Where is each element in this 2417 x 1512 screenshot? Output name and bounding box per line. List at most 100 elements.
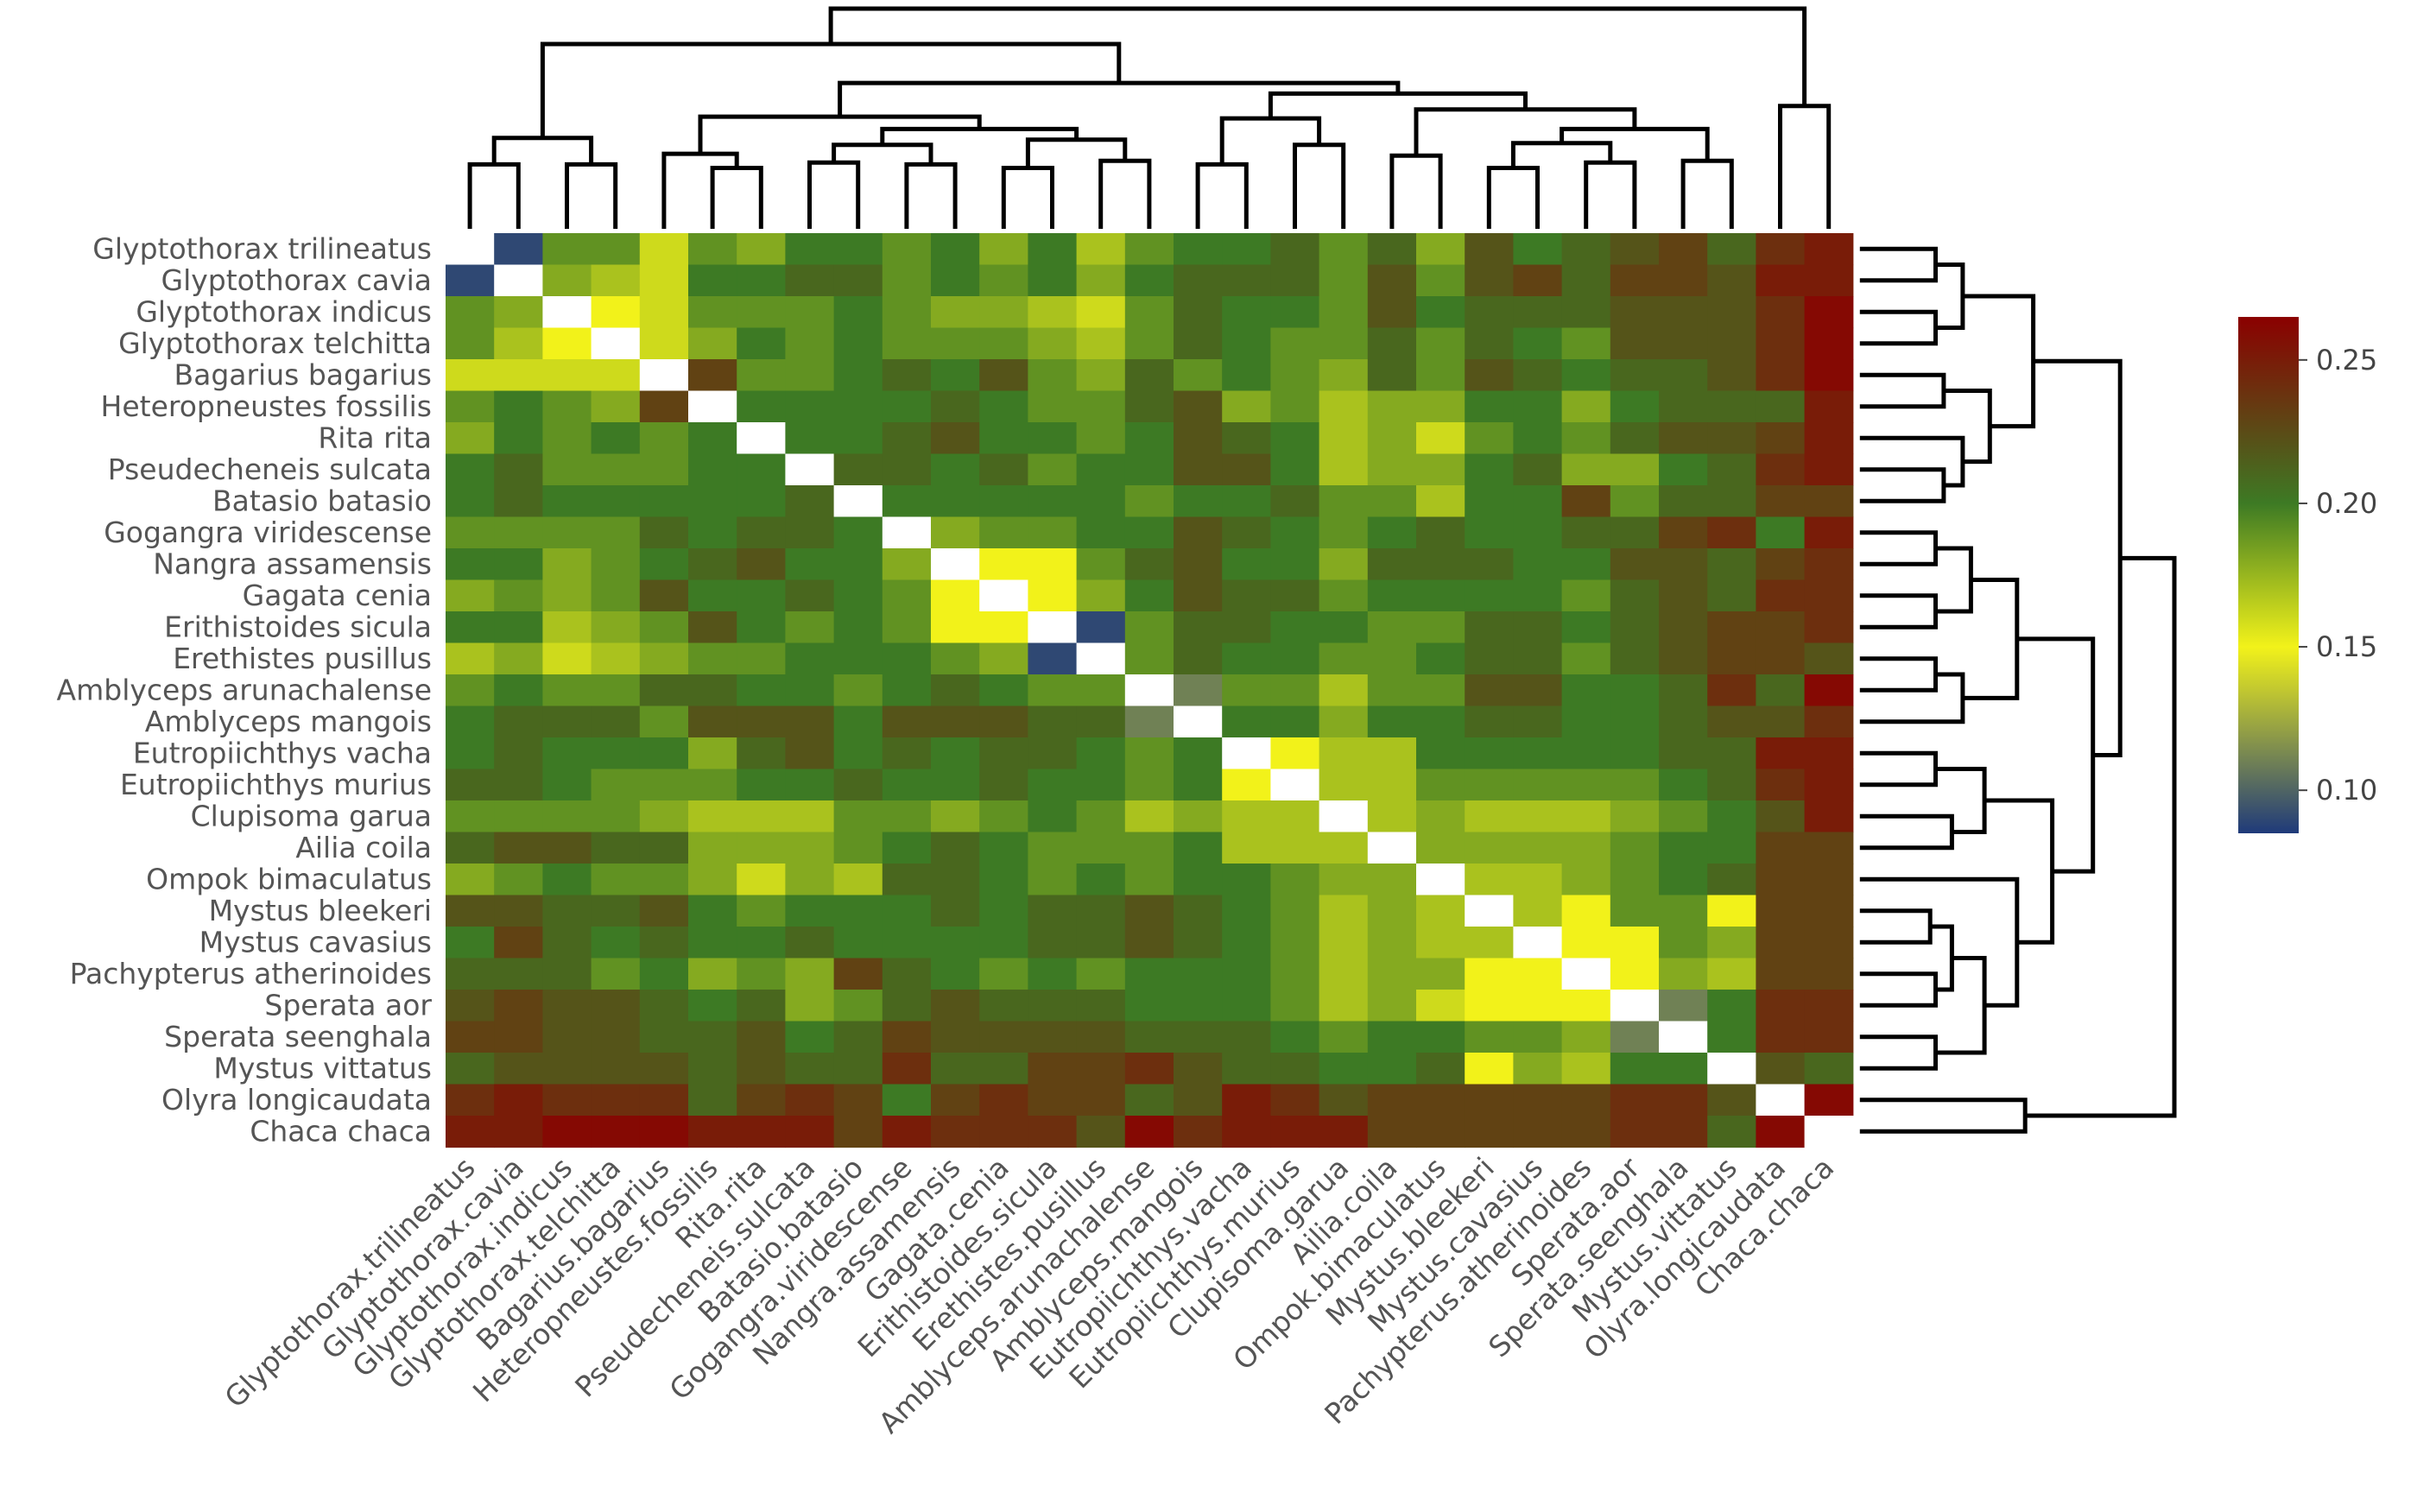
heatmap-cell [833,390,883,423]
heatmap-cell [1124,1021,1174,1053]
heatmap-cell [688,1084,737,1117]
heatmap-cell [639,390,689,423]
heatmap-cell [639,548,689,581]
heatmap-cell [1270,737,1320,770]
heatmap-cell [1659,1084,1708,1117]
heatmap-cell [591,737,641,770]
heatmap-cell [1174,832,1223,864]
heatmap-cell [1465,327,1514,360]
heatmap-cell [1707,516,1756,549]
heatmap-cell [882,642,932,675]
heatmap-cell [979,296,1028,329]
heatmap-cell [591,990,641,1022]
heatmap-cell [1319,1116,1369,1148]
dendrogram-link [1962,294,2036,429]
heatmap-cell [446,359,495,392]
heatmap-cell [882,359,932,392]
heatmap-cell [1124,579,1174,612]
heatmap-cell [639,927,689,959]
dendrogram-link [1859,246,1938,283]
heatmap-cell [1804,705,1854,738]
row-label: Glyptothorax indicus [136,294,432,328]
heatmap-cell [1222,516,1271,549]
heatmap-cell [1707,642,1756,675]
heatmap-cell [591,1021,641,1053]
heatmap-cell [494,548,543,581]
heatmap-cell [494,737,543,770]
dendrogram-link [1859,813,1954,851]
heatmap-cell [1804,327,1854,360]
heatmap-cell [1561,737,1611,770]
heatmap-cell [494,800,543,833]
heatmap-cell [1707,705,1756,738]
heatmap-cell [1610,927,1660,959]
heatmap-cell [1124,864,1174,896]
heatmap-cell [1319,485,1369,518]
heatmap-cell [688,1053,737,1085]
heatmap-cell [1174,579,1223,612]
heatmap-cell [1076,927,1126,959]
heatmap-cell [542,958,592,990]
heatmap-cell [882,674,932,707]
heatmap-cell [1707,737,1756,770]
heatmap-cell [446,1021,495,1053]
heatmap-cell [1707,895,1756,927]
heatmap-cell [1270,516,1320,549]
heatmap-cell [1222,422,1271,455]
dendrogram-link [1859,1034,1938,1071]
dendrogram-link [491,136,594,165]
heatmap-cell [1513,390,1563,423]
heatmap-cell [1319,990,1369,1022]
heatmap-cell [1513,1021,1563,1053]
heatmap-cell [1756,864,1806,896]
heatmap-cell [1707,1021,1756,1053]
heatmap-cell [1707,453,1756,486]
heatmap-cell [1319,705,1369,738]
heatmap-cell [931,927,980,959]
heatmap-cell [1367,390,1417,423]
heatmap-cell [882,548,932,581]
heatmap-cell [446,769,495,801]
dendrogram-link [1859,750,1938,788]
heatmap-cell [591,1053,641,1085]
heatmap-cell [1610,359,1660,392]
heatmap-cell [591,264,641,297]
heatmap-cell [833,737,883,770]
heatmap-cell [1367,800,1417,833]
heatmap-cell [1561,769,1611,801]
heatmap-cell [1465,958,1514,990]
heatmap-cell [542,1053,592,1085]
heatmap-cell [833,485,883,518]
heatmap-cell [1174,864,1223,896]
heatmap-cell [1416,579,1465,612]
heatmap-cell [688,769,737,801]
heatmap-cell [1756,296,1806,329]
heatmap-cell [931,832,980,864]
heatmap-cell [1416,990,1465,1022]
heatmap-cell [1756,579,1806,612]
dendrogram-link [1859,971,1938,1008]
heatmap-cell [1610,390,1660,423]
heatmap-cell [1028,453,1078,486]
heatmap-cell [1610,800,1660,833]
heatmap-cell [1561,264,1611,297]
heatmap-cell [1270,359,1320,392]
heatmap-cell [591,453,641,486]
heatmap-cell [1513,705,1563,738]
heatmap-cell [1222,769,1271,801]
heatmap-cell [1707,1053,1756,1085]
heatmap-cell [931,359,980,392]
heatmap-cell [931,579,980,612]
row-label: Clupisoma garua [191,799,432,832]
heatmap-cell [1367,705,1417,738]
heatmap-cell [1610,264,1660,297]
heatmap-cell [1804,737,1854,770]
heatmap-cell [1465,516,1514,549]
heatmap-cell [1804,864,1854,896]
heatmap-cell [1756,611,1806,644]
heatmap-cell [688,800,737,833]
heatmap-cell [1610,832,1660,864]
heatmap-cell [1124,642,1174,675]
heatmap-cell [688,296,737,329]
heatmap-cell [1804,958,1854,990]
